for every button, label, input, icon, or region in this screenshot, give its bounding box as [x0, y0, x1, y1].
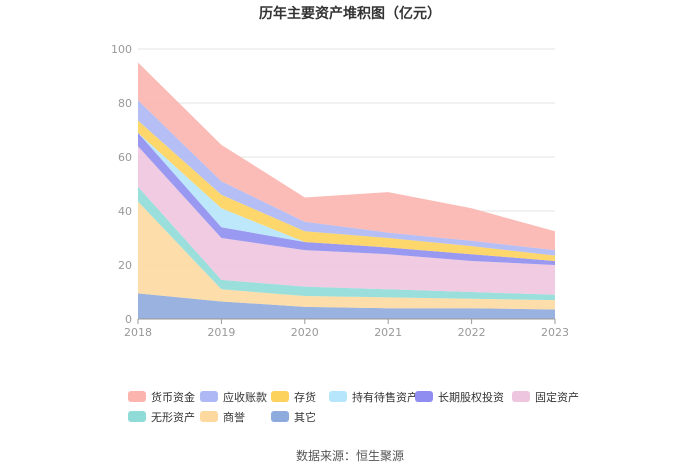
legend-item[interactable]: 无形资产 [128, 410, 195, 424]
legend-swatch [128, 411, 146, 422]
legend-label: 存货 [294, 390, 316, 404]
legend-swatch [329, 391, 347, 402]
area-3 [138, 146, 555, 295]
y-tick-label: 40 [118, 205, 132, 218]
y-tick-label: 100 [111, 43, 132, 56]
legend-label: 其它 [294, 410, 316, 424]
y-tick-label: 80 [118, 97, 132, 110]
x-tick-label: 2018 [124, 326, 152, 339]
legend-swatch [512, 391, 530, 402]
legend-label: 长期股权投资 [438, 390, 504, 404]
legend-label: 固定资产 [535, 390, 579, 404]
legend-swatch [128, 391, 146, 402]
legend-label: 应收账款 [223, 390, 267, 404]
legend-item[interactable]: 货币资金 [128, 390, 195, 404]
legend-item[interactable]: 应收账款 [200, 390, 267, 404]
area-8 [138, 62, 555, 251]
legend-label: 持有待售资产 [352, 390, 418, 404]
chart-title: 历年主要资产堆积图（亿元） [259, 5, 441, 22]
x-tick-label: 2022 [458, 326, 486, 339]
legend-item[interactable]: 存货 [271, 390, 316, 404]
legend-label: 无形资产 [151, 410, 195, 424]
y-tick-label: 20 [118, 259, 132, 272]
legend-item[interactable]: 持有待售资产 [329, 390, 418, 404]
legend-item[interactable]: 其它 [271, 410, 316, 424]
y-tick-label: 0 [125, 313, 132, 326]
x-tick-label: 2021 [374, 326, 402, 339]
x-tick-label: 2020 [291, 326, 319, 339]
area-4 [138, 132, 555, 265]
legend-swatch [200, 411, 218, 422]
legend-swatch [271, 391, 289, 402]
legend-item[interactable]: 固定资产 [512, 390, 579, 404]
legend-swatch [415, 391, 433, 402]
area-0 [138, 293, 555, 319]
legend-label: 商誉 [223, 410, 245, 424]
area-series [138, 62, 555, 319]
data-source-note: 数据来源：恒生聚源 [296, 448, 404, 463]
legend-swatch [271, 411, 289, 422]
legend-swatch [200, 391, 218, 402]
axes: 0 20 40 60 80 100 2018 2019 2020 2021 2022 2023 [111, 43, 569, 339]
legend-label: 货币资金 [151, 390, 195, 404]
y-tick-label: 60 [118, 151, 132, 164]
x-tick-label: 2023 [541, 326, 569, 339]
x-tick-label: 2019 [207, 326, 235, 339]
area-5 [138, 132, 555, 261]
legend-item[interactable]: 商誉 [200, 410, 245, 424]
legend-item[interactable]: 长期股权投资 [415, 390, 504, 404]
